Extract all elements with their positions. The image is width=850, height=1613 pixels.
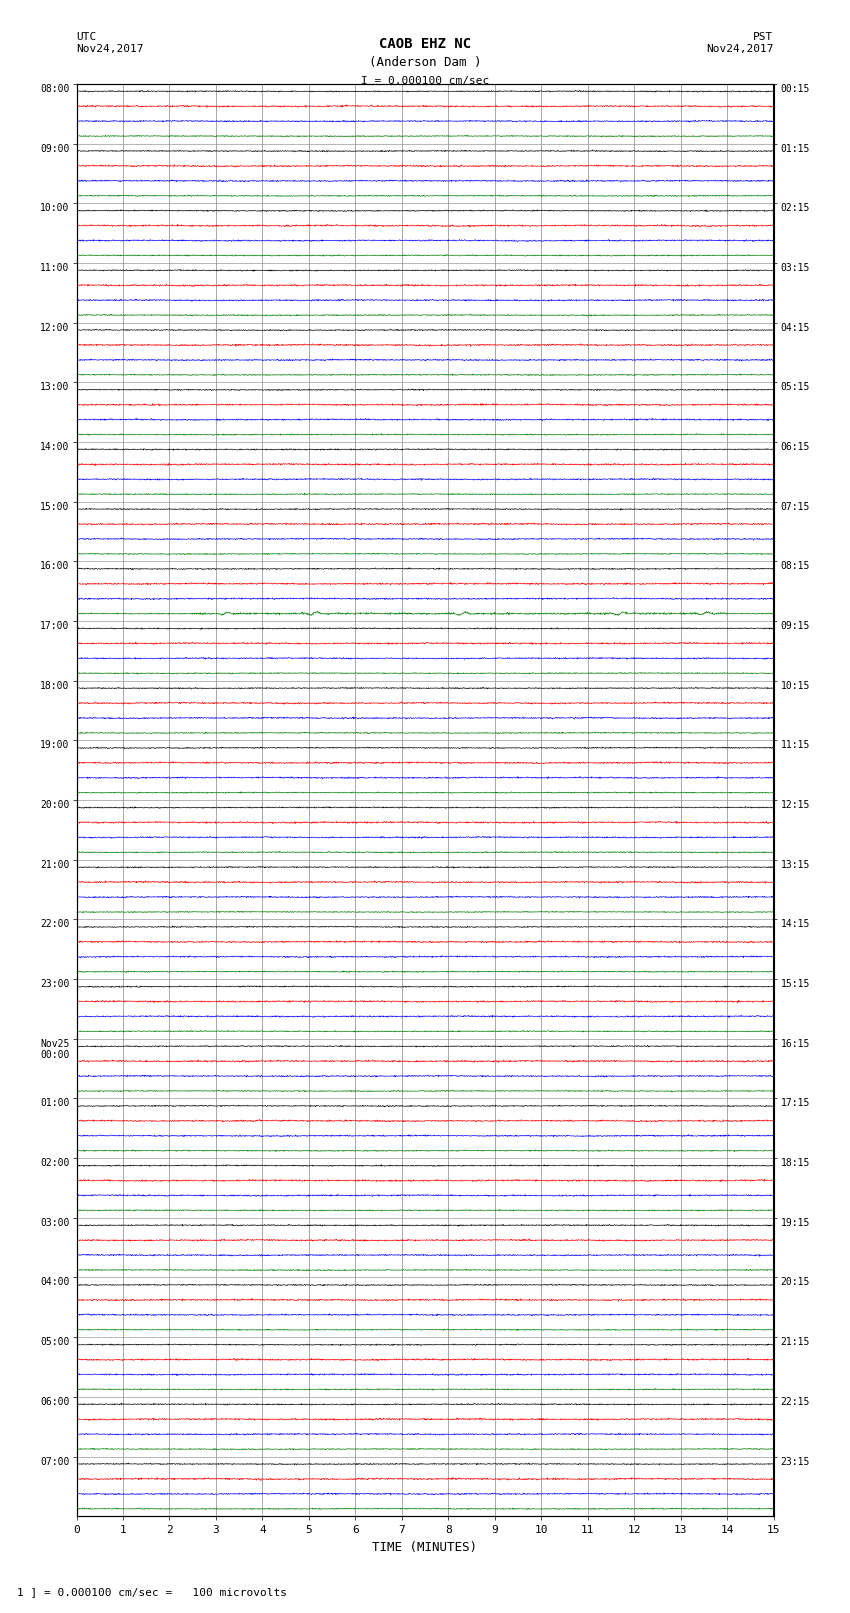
Text: (Anderson Dam ): (Anderson Dam )	[369, 56, 481, 69]
Text: CAOB EHZ NC: CAOB EHZ NC	[379, 37, 471, 52]
Text: UTC
Nov24,2017: UTC Nov24,2017	[76, 32, 144, 53]
Text: PST
Nov24,2017: PST Nov24,2017	[706, 32, 774, 53]
X-axis label: TIME (MINUTES): TIME (MINUTES)	[372, 1540, 478, 1553]
Text: I = 0.000100 cm/sec: I = 0.000100 cm/sec	[361, 76, 489, 85]
Text: 1 ] = 0.000100 cm/sec =   100 microvolts: 1 ] = 0.000100 cm/sec = 100 microvolts	[17, 1587, 287, 1597]
